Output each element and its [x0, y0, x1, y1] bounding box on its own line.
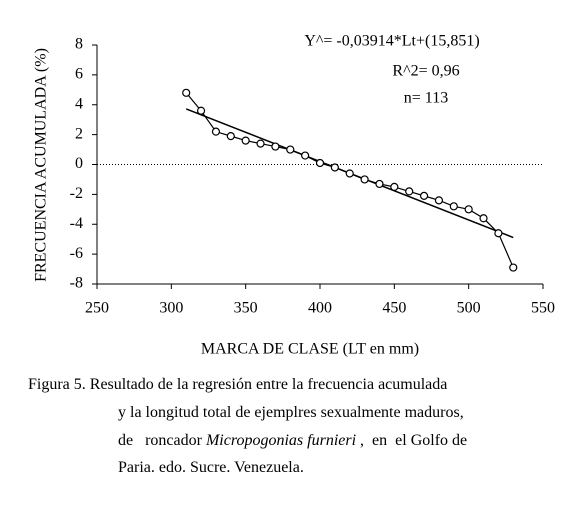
data-point	[479, 214, 488, 223]
data-point	[419, 191, 429, 200]
data-point	[464, 205, 473, 214]
caption-species: Micropogonias furnieri	[205, 432, 356, 449]
x-tick-label: 300	[159, 300, 183, 317]
annotation: n= 113	[404, 90, 448, 107]
data-point	[211, 127, 221, 136]
y-tick-label: -2	[70, 185, 83, 202]
data-point	[286, 145, 295, 154]
x-tick-label: 400	[308, 300, 332, 317]
y-axis-title: FRECUENCIA ACUMULADA (%)	[33, 48, 50, 282]
data-point	[182, 88, 191, 97]
y-tick-label: -8	[70, 275, 83, 292]
data-point	[494, 229, 503, 238]
data-point	[256, 139, 265, 148]
data-point	[315, 158, 325, 168]
x-axis-title: MARCA DE CLASE (LT en mm)	[201, 341, 419, 358]
data-point	[241, 136, 250, 145]
data-point	[345, 169, 354, 178]
data-point	[330, 163, 339, 172]
x-tick-label: 500	[457, 300, 481, 317]
y-tick-label: 2	[75, 125, 83, 142]
x-tick-label: 550	[531, 300, 555, 317]
y-tick-label: 8	[75, 36, 83, 53]
y-tick-label: 6	[75, 66, 83, 83]
caption-line: Figura 5. Resultado de la regresión entr…	[28, 376, 447, 393]
data-point	[449, 202, 458, 211]
data-point	[301, 151, 310, 160]
caption-line: de roncador Micropogonias furnieri , en …	[118, 432, 467, 449]
data-point	[196, 106, 206, 115]
data-point	[405, 187, 414, 196]
caption-text: de roncador	[118, 432, 206, 449]
caption-text: Figura 5. Resultado de la regresión entr…	[28, 376, 447, 393]
data-point	[390, 182, 399, 192]
data-point	[434, 196, 444, 205]
x-tick-label: 450	[382, 300, 406, 317]
caption-line: Paria. edo. Sucre. Venezuela.	[118, 459, 304, 476]
y-tick-label: -6	[70, 245, 83, 262]
y-tick-label: 4	[75, 95, 83, 112]
annotation: R^2= 0,96	[392, 63, 459, 80]
data-point	[375, 179, 384, 189]
data-point	[271, 142, 280, 151]
data-point	[509, 263, 518, 272]
y-tick-label: 0	[75, 155, 83, 172]
data-line	[185, 92, 514, 268]
data-point	[360, 175, 369, 184]
caption-text: , en el Golfo de	[356, 432, 467, 449]
x-tick-label: 350	[234, 300, 258, 317]
caption-text: Paria. edo. Sucre. Venezuela.	[118, 459, 304, 476]
data-point	[226, 132, 235, 141]
caption-line: y la longitud total de ejemplres sexualm…	[118, 404, 464, 421]
caption-text: y la longitud total de ejemplres sexualm…	[118, 404, 464, 421]
y-tick-label: -4	[70, 215, 83, 232]
x-tick-label: 250	[85, 300, 109, 317]
annotation: Y^= -0,03914*Lt+(15,851)	[304, 33, 479, 50]
